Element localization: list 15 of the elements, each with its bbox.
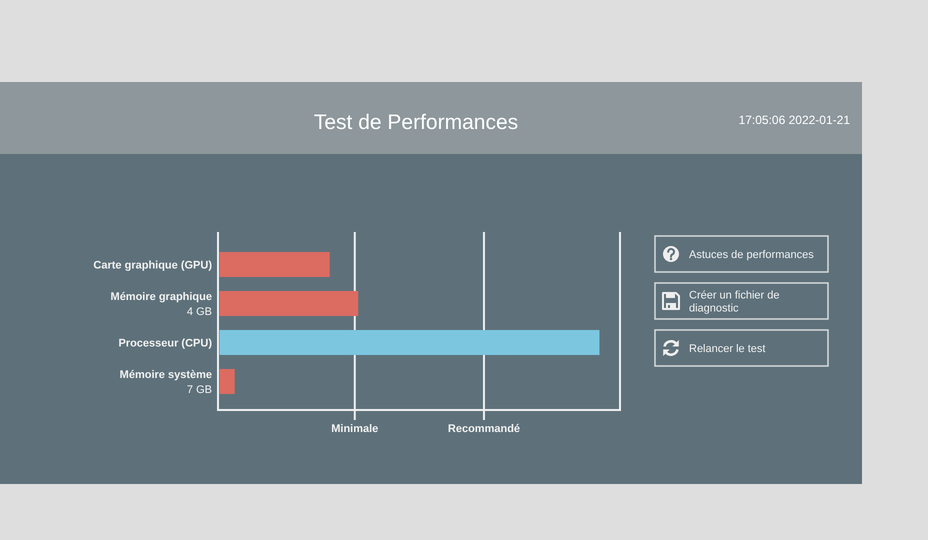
tips-button[interactable]: Astuces de performances bbox=[654, 235, 829, 273]
bar bbox=[220, 252, 330, 277]
ref-line-label: Recommandé bbox=[448, 423, 520, 435]
y-tick-label: Mémoire système 7 GB bbox=[120, 369, 212, 396]
y-tick-label: Carte graphique (GPU) bbox=[93, 260, 212, 272]
diagnostic-file-button[interactable]: Créer un fichier de diagnostic bbox=[654, 282, 829, 320]
bar bbox=[220, 369, 235, 394]
text: 17:05:06 2022-01-21 bbox=[738, 113, 850, 127]
y-tick-label: Processeur (CPU) bbox=[118, 338, 212, 350]
chart-title: Test de Performances bbox=[314, 111, 518, 134]
ref-line-label: Minimale bbox=[331, 423, 378, 435]
bar bbox=[220, 330, 600, 355]
rerun-button[interactable]: Relancer le test bbox=[654, 329, 829, 367]
y-tick-label: Mémoire graphique 4 GB bbox=[110, 291, 212, 318]
bar bbox=[220, 291, 358, 316]
